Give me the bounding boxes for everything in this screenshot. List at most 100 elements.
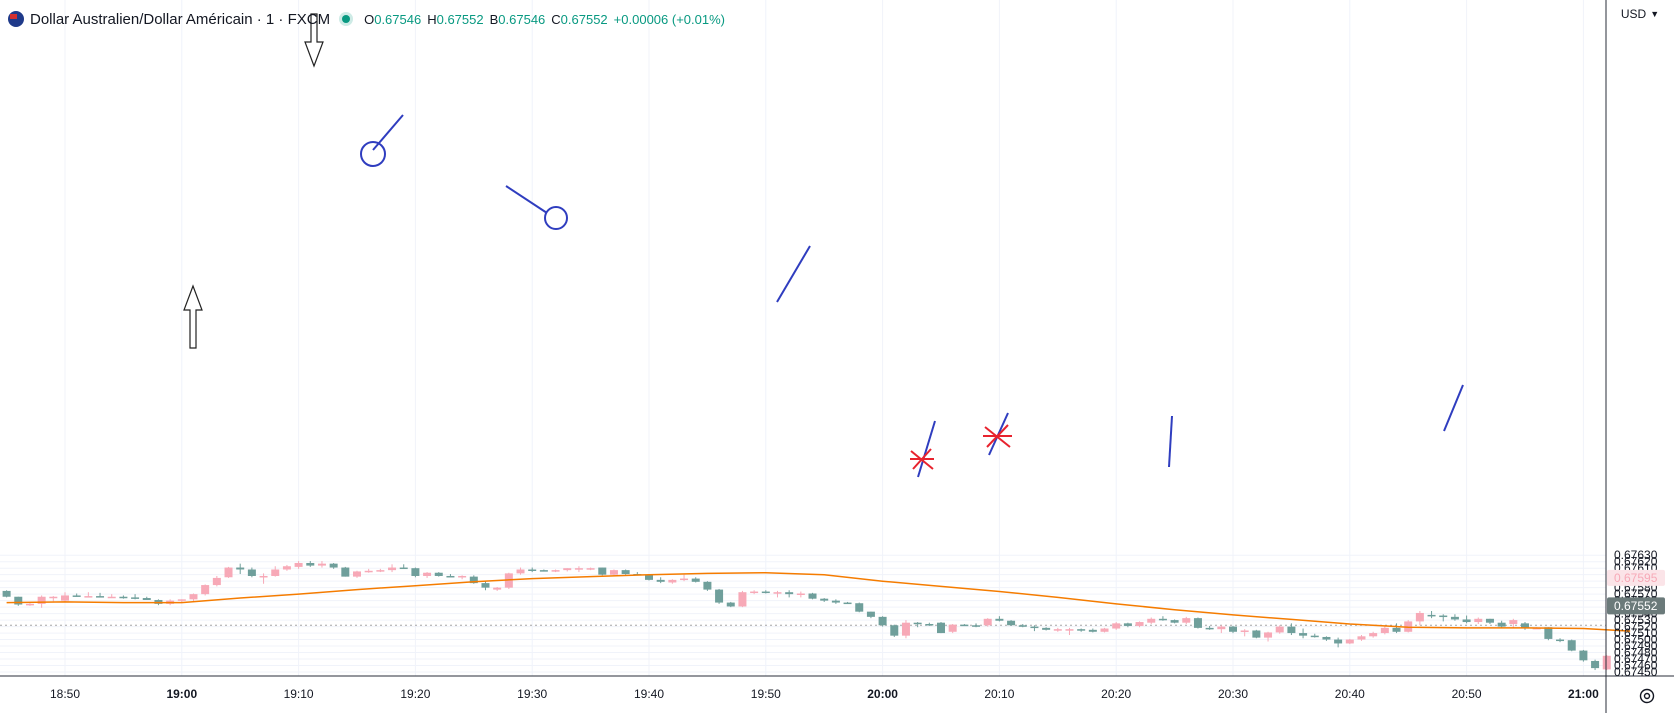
cross-marker[interactable]: [983, 424, 1012, 448]
open-label: O: [364, 11, 375, 27]
arrow-down-marker[interactable]: [304, 13, 324, 68]
time-tick-label: 19:50: [751, 687, 781, 701]
candle-body: [656, 579, 665, 582]
time-tick-label: 19:00: [166, 687, 197, 701]
candle-body: [890, 625, 899, 636]
time-tick-label: 20:20: [1101, 687, 1131, 701]
candle-down: [925, 622, 934, 626]
candle-body: [446, 575, 455, 578]
candle-body: [878, 616, 887, 626]
chevron-down-icon: ▼: [1650, 9, 1660, 19]
candle-down: [247, 567, 256, 578]
candle-body: [294, 563, 303, 567]
candle-down: [411, 567, 420, 578]
price-tick-label: 0.67520: [1614, 620, 1658, 634]
high-value: 0.67552: [436, 11, 484, 27]
candle-up: [224, 566, 233, 578]
currency-selector[interactable]: USD ▼: [1610, 4, 1670, 24]
candle-down: [1427, 611, 1436, 619]
candle-up: [49, 596, 58, 602]
candle-down: [1544, 627, 1553, 641]
candle-body: [107, 596, 116, 599]
candle-body: [995, 618, 1004, 621]
candle-body: [1427, 614, 1436, 617]
candle-body: [1439, 615, 1448, 618]
ma-price-tag-label: 0.67595: [1614, 571, 1658, 585]
candle-body: [388, 567, 397, 571]
candle-down: [1007, 620, 1016, 626]
candle-up: [364, 568, 373, 573]
market-status-icon[interactable]: [342, 15, 351, 23]
candle-body: [271, 569, 280, 576]
candle-down: [1170, 619, 1179, 624]
candle-body: [1158, 618, 1167, 621]
candle-up: [1275, 625, 1284, 634]
time-tick-label: 19:40: [634, 687, 664, 701]
candle-up: [1369, 631, 1378, 638]
candle-body: [855, 603, 864, 612]
candle-body: [423, 572, 432, 576]
candle-body: [236, 567, 245, 570]
candle-body: [119, 596, 128, 599]
candle-body: [1042, 627, 1051, 630]
trend-line[interactable]: [1443, 384, 1464, 432]
candle-down: [1556, 638, 1565, 643]
candle-body: [142, 598, 151, 600]
candle-up: [84, 592, 93, 598]
candle-down: [1287, 623, 1296, 636]
candle-body: [972, 625, 981, 627]
candle-body: [1088, 629, 1097, 632]
trend-line[interactable]: [917, 420, 936, 478]
candle-body: [1602, 655, 1611, 670]
arrow-up-marker[interactable]: [183, 284, 203, 349]
change-value: +0.00006 (+0.01%): [613, 11, 725, 27]
candle-up: [294, 561, 303, 569]
candle-body: [434, 572, 443, 576]
candle-down: [72, 593, 81, 597]
candle-up: [1602, 655, 1611, 671]
symbol-title[interactable]: Dollar Australien/Dollar Américain · 1 ·…: [30, 10, 331, 28]
candle-body: [539, 570, 548, 572]
candle-body: [364, 570, 373, 573]
candle-down: [528, 567, 537, 573]
trend-line[interactable]: [1168, 415, 1173, 468]
trend-line[interactable]: [776, 245, 811, 303]
candle-body: [177, 599, 186, 601]
candle-down: [960, 623, 969, 627]
chart-settings-button[interactable]: [1636, 685, 1658, 707]
candle-down: [1193, 617, 1202, 629]
candle-body: [1579, 650, 1588, 661]
high-label: H: [427, 11, 437, 27]
candle-body: [738, 592, 747, 607]
candle-down: [434, 572, 443, 577]
candle-up: [668, 579, 677, 584]
candle-body: [715, 589, 724, 603]
candle-up: [259, 573, 268, 584]
price-tick-label: 0.67460: [1614, 659, 1658, 673]
price-tags: 0.67595 0.67552: [1607, 569, 1665, 615]
candle-up: [504, 572, 513, 589]
candle-body: [1065, 629, 1074, 631]
cross-marker[interactable]: [910, 448, 934, 470]
candle-down: [621, 569, 630, 575]
circle-marker[interactable]: [505, 185, 568, 230]
candle-body: [866, 611, 875, 617]
candle-body: [1053, 629, 1062, 631]
candle-body: [1544, 627, 1553, 639]
candle-down: [1018, 623, 1027, 628]
low-label: B: [489, 11, 499, 27]
time-axis[interactable]: 18:50 19:00 19:10 19:20 19:30 19:40 19:50 20:00…: [0, 675, 1674, 701]
candle-body: [621, 570, 630, 575]
drawings-layer[interactable]: [183, 13, 1464, 478]
candle-down: [2, 590, 11, 598]
candle-down: [703, 581, 712, 591]
candle-up: [493, 587, 502, 591]
candle-down: [715, 588, 724, 604]
circle-marker[interactable]: [360, 114, 404, 167]
candle-down: [890, 624, 899, 637]
candle-up: [1182, 616, 1191, 624]
candle-down: [119, 595, 128, 599]
open-value: 0.67546: [374, 11, 422, 27]
